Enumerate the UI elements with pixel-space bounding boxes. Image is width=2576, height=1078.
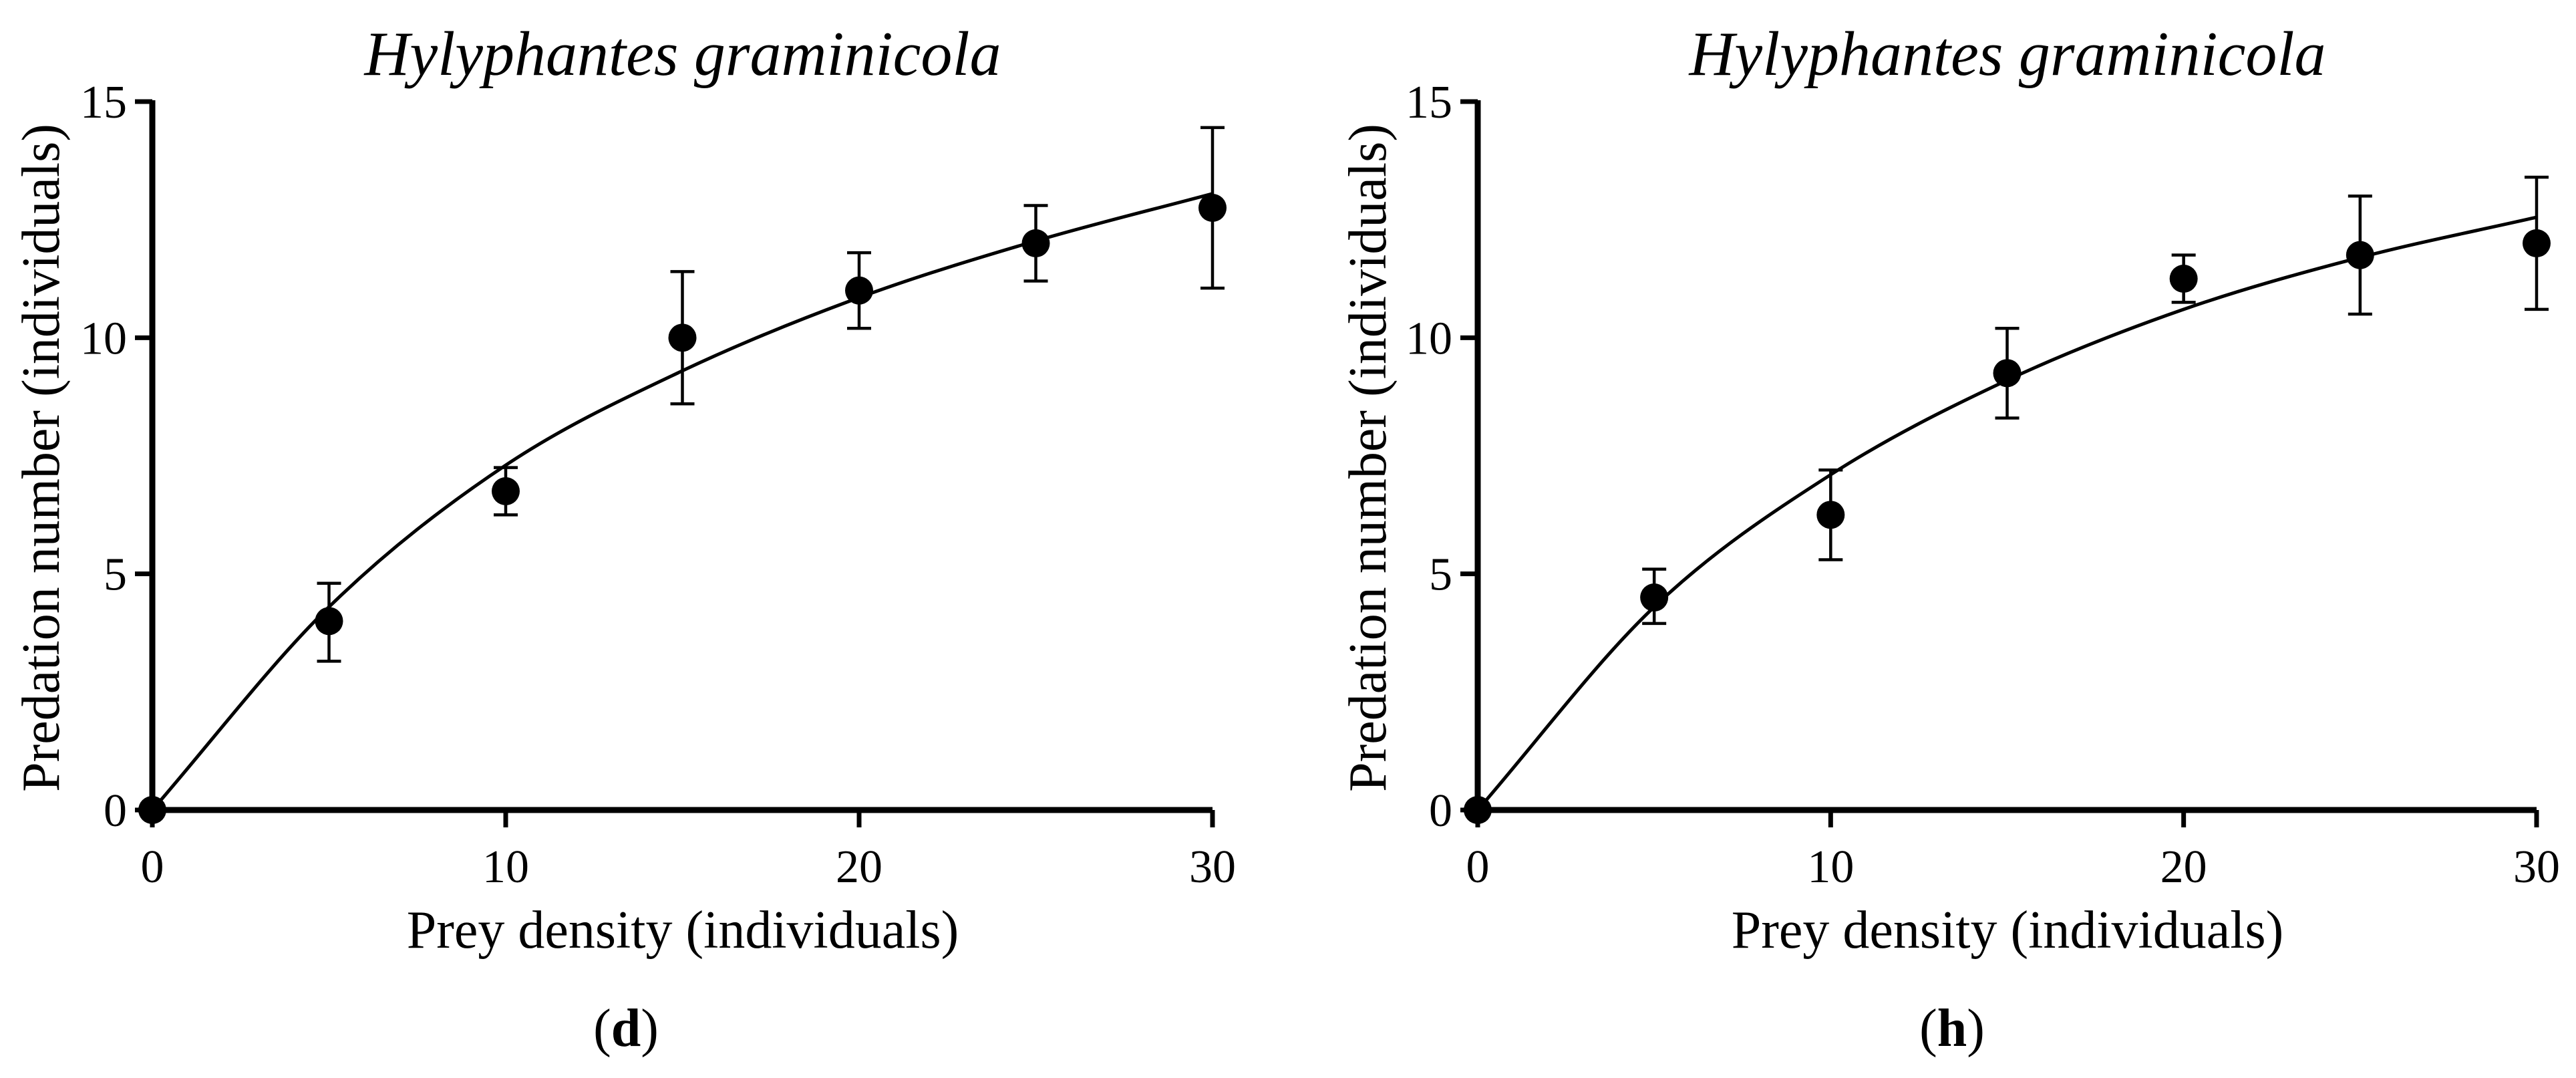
y-tick-label: 15: [80, 77, 127, 128]
y-tick-label: 0: [104, 785, 127, 837]
panel-label: (d): [593, 999, 659, 1058]
plot-area: [138, 126, 1227, 824]
data-point: [845, 276, 873, 305]
plot-area: [1464, 175, 2551, 824]
axis-lines: [1474, 100, 2537, 813]
fitted-curve: [1476, 215, 2537, 811]
axis-ticks: 0 10 20 30 0 5 10 15: [80, 77, 1236, 893]
y-tick-label: 5: [104, 549, 127, 601]
x-tick-label: 10: [1807, 841, 1854, 893]
x-tick-label: 30: [2513, 841, 2560, 893]
x-axis-label: Prey density (individuals): [407, 901, 959, 960]
y-tick-label: 10: [1406, 313, 1452, 364]
chart-panel-d: Hylyphantes graminicola Predation number…: [12, 19, 1236, 1058]
data-point: [2523, 229, 2551, 257]
y-tick-label: 0: [1429, 785, 1452, 837]
x-tick-label: 20: [2160, 841, 2207, 893]
y-axis-label: Predation number (individuals): [12, 124, 71, 792]
y-tick-label: 10: [80, 313, 127, 364]
data-point: [668, 323, 697, 352]
x-tick-label: 20: [836, 841, 882, 893]
chart-panel-h: Hylyphantes graminicola Predation number…: [1339, 19, 2560, 1058]
data-point: [315, 607, 343, 636]
data-point: [1021, 229, 1050, 257]
data-point: [1993, 359, 2022, 388]
axis-ticks: 0 10 20 30 0 5 10 15: [1406, 77, 2560, 893]
x-axis-label: Prey density (individuals): [1732, 901, 2284, 960]
panel-label-letter: h: [1937, 999, 1967, 1058]
panel-label-letter: d: [611, 999, 641, 1058]
y-tick-label: 5: [1429, 549, 1452, 601]
data-point: [1640, 583, 1669, 612]
data-point: [2346, 241, 2374, 269]
chart-title: Hylyphantes graminicola: [363, 19, 1001, 89]
x-tick-label: 30: [1189, 841, 1236, 893]
x-tick-label: 10: [482, 841, 529, 893]
data-point: [2169, 265, 2198, 293]
chart-title: Hylyphantes graminicola: [1688, 19, 2326, 89]
panel-label: (h): [1919, 999, 1985, 1058]
axis-lines: [149, 100, 1213, 813]
y-axis-label: Predation number (individuals): [1339, 124, 1398, 792]
x-tick-label: 0: [141, 841, 164, 893]
data-point: [1198, 194, 1227, 222]
y-tick-label: 15: [1406, 77, 1452, 128]
x-tick-label: 0: [1466, 841, 1490, 893]
data-point: [1816, 501, 1845, 529]
data-point: [492, 477, 520, 505]
